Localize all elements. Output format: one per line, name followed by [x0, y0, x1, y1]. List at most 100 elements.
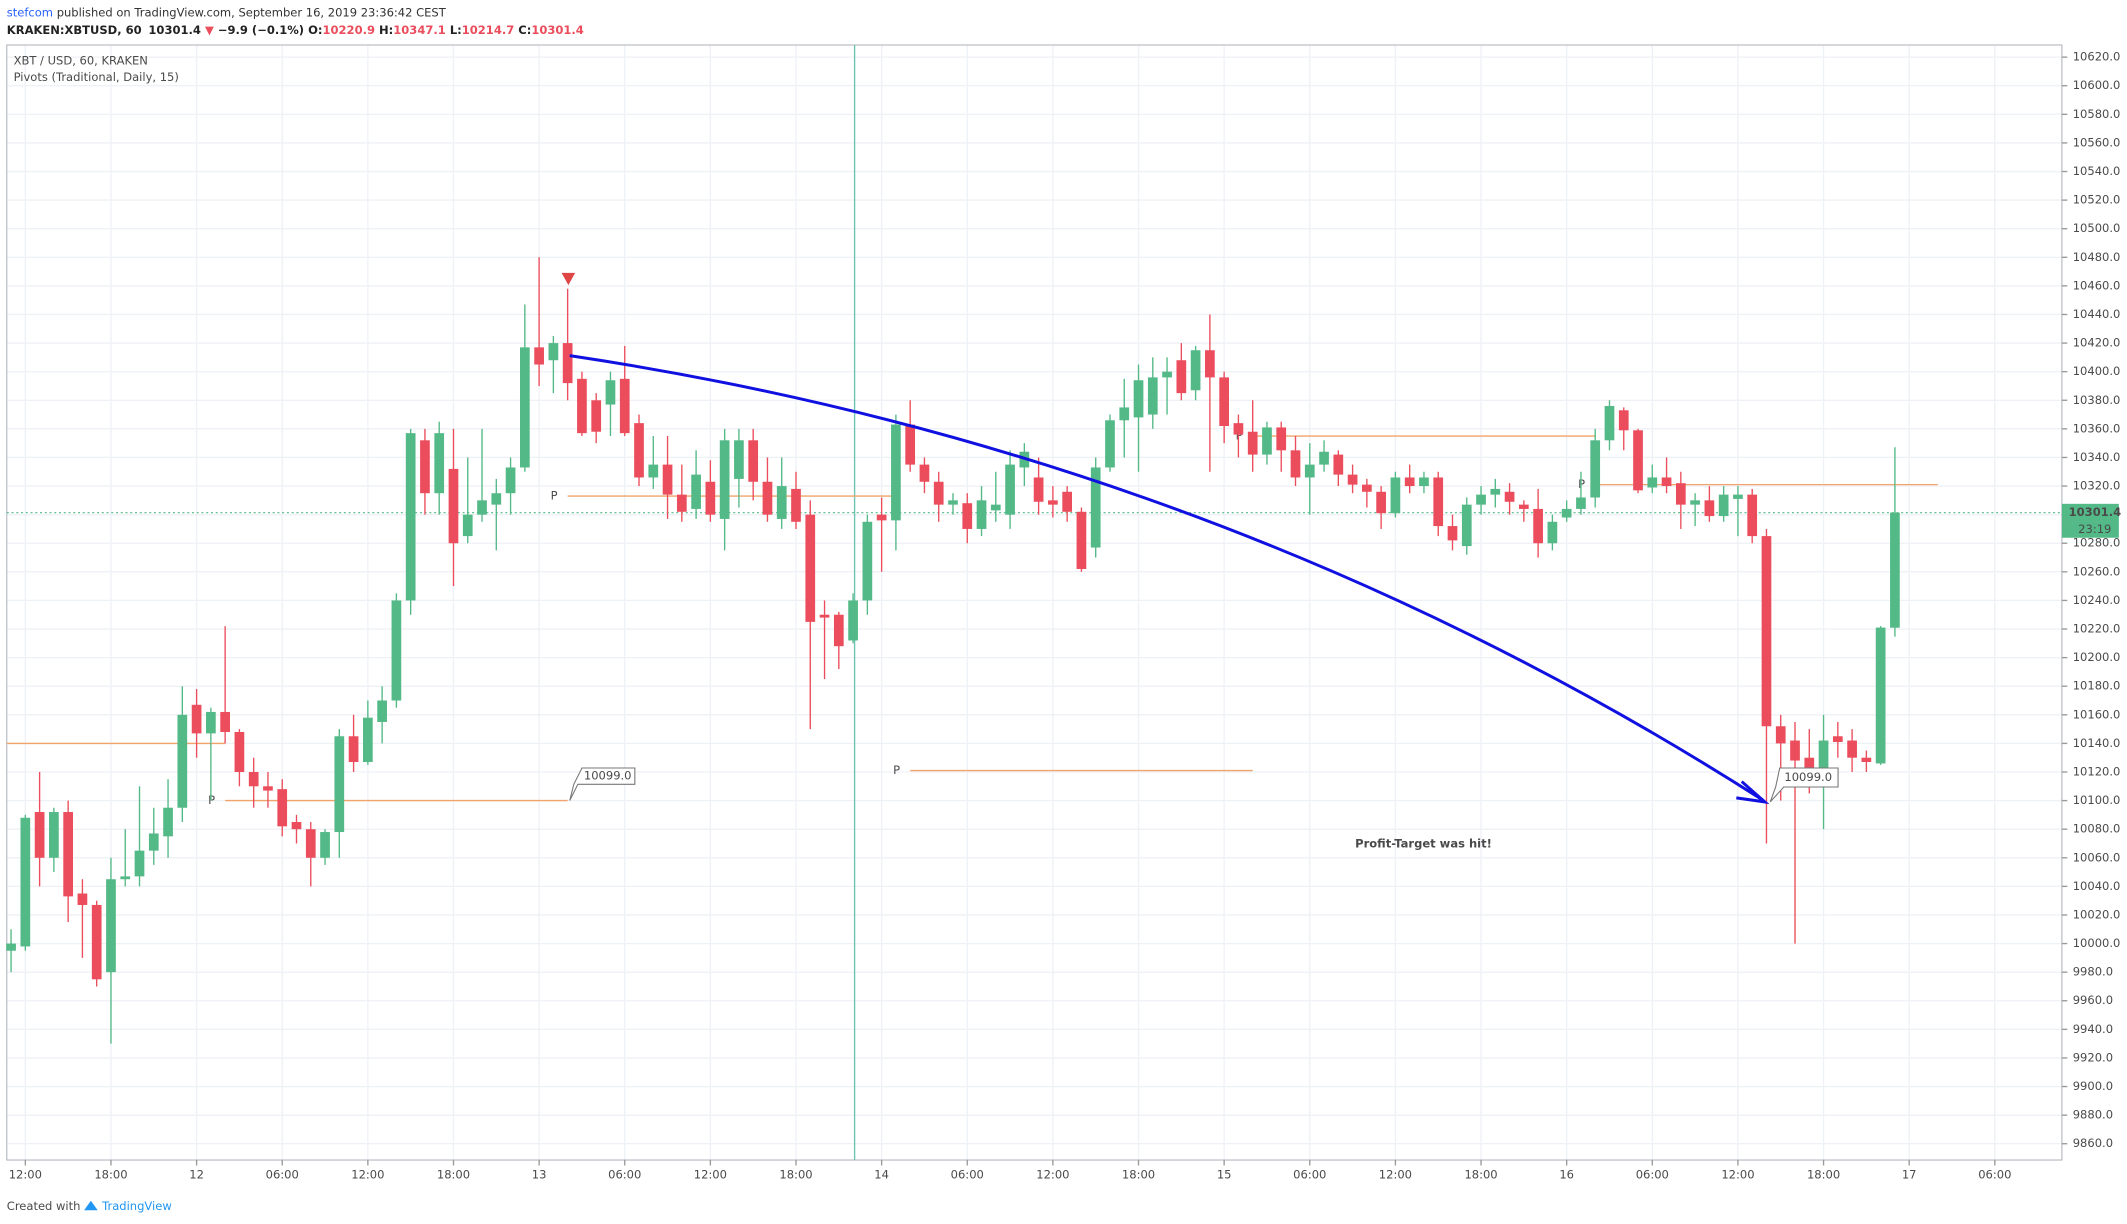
- y-tick-label: 9860.0: [2073, 1136, 2113, 1150]
- y-tick-label: 10140.0: [2073, 736, 2121, 750]
- arrow-curve: [569, 354, 1765, 802]
- ohlc-value: 10214.7: [462, 23, 514, 37]
- callout-label: 10099.0: [584, 769, 632, 783]
- candle-body: [1205, 350, 1215, 378]
- candle-body: [819, 614, 830, 618]
- candle-body: [1547, 521, 1558, 544]
- candle-body: [1162, 371, 1172, 378]
- pivot-label: P: [1578, 477, 1585, 491]
- y-tick-label: 10180.0: [2073, 679, 2121, 693]
- candle-body: [1076, 511, 1087, 569]
- y-tick-label: 10520.0: [2073, 193, 2121, 207]
- y-tick-label: 10320.0: [2073, 479, 2121, 493]
- quote-line: KRAKEN:XBTUSD, 60 10301.4 ▼ −9.9 (−0.1%) O:1…: [7, 23, 584, 37]
- candle-body: [1476, 494, 1486, 505]
- candle-body: [1362, 484, 1372, 492]
- candle-body: [1319, 451, 1329, 465]
- y-tick-label: 10400.0: [2073, 364, 2121, 378]
- candle-body: [1818, 740, 1829, 777]
- x-tick-label: 06:00: [1636, 1167, 1669, 1181]
- arrow: ▼: [205, 23, 214, 37]
- candle-body: [1775, 726, 1786, 744]
- y-tick-label: 10080.0: [2073, 822, 2121, 836]
- candle-body: [676, 494, 687, 512]
- candle-body: [1090, 467, 1101, 548]
- footer-brand[interactable]: TradingView: [101, 1199, 172, 1213]
- candle-body: [1376, 491, 1386, 514]
- candle-body: [1718, 494, 1729, 517]
- y-tick-label: 10480.0: [2073, 250, 2121, 264]
- countdown-label: 23:19: [2078, 522, 2111, 536]
- last-price-label: 10301.4: [2069, 505, 2121, 519]
- candle-body: [1832, 736, 1843, 742]
- candle-body: [49, 812, 59, 858]
- legend-symbol: XBT / USD, 60, KRAKEN: [14, 54, 148, 68]
- pivot-label: P: [893, 763, 900, 777]
- x-tick-label: 06:00: [1293, 1167, 1326, 1181]
- candle-body: [263, 786, 273, 791]
- x-tick-label: 06:00: [1978, 1167, 2011, 1181]
- candle-body: [220, 711, 230, 732]
- candle-body: [120, 876, 131, 880]
- x-tick-label: 12:00: [694, 1167, 727, 1181]
- candle-body: [534, 347, 544, 365]
- x-tick-label: 06:00: [608, 1167, 641, 1181]
- candle-body: [1761, 536, 1772, 727]
- ohlc-value: 10347.1: [393, 23, 445, 37]
- candle-body: [1675, 483, 1686, 505]
- candle-body: [591, 400, 602, 432]
- candle-body: [648, 464, 659, 478]
- candle-body: [134, 850, 145, 877]
- candle-body: [77, 893, 88, 905]
- change: −9.9 (−0.1%): [218, 23, 304, 37]
- footer-created: Created with: [7, 1199, 81, 1213]
- author[interactable]: stefcom: [7, 5, 53, 19]
- candle-body: [1147, 377, 1158, 415]
- candle-body: [462, 514, 473, 537]
- candle-body: [1747, 494, 1758, 537]
- candle-body: [277, 789, 288, 827]
- candle-body: [1633, 430, 1643, 491]
- signal-marker: [561, 272, 576, 286]
- candle-body: [1105, 420, 1115, 468]
- candle-body: [562, 343, 573, 384]
- candle-body: [962, 503, 973, 529]
- y-tick-label: 10060.0: [2073, 850, 2121, 864]
- y-tick-label: 10020.0: [2073, 907, 2121, 921]
- y-tick-label: 10040.0: [2073, 879, 2121, 893]
- last: 10301.4: [148, 23, 200, 37]
- candle-body: [577, 378, 587, 434]
- candle-body: [862, 521, 873, 601]
- candle-body: [1262, 427, 1272, 455]
- candle-body: [163, 807, 173, 837]
- candle-body: [1461, 504, 1472, 547]
- candle-body: [1790, 740, 1800, 761]
- candle-body: [1119, 407, 1130, 421]
- candle-body: [20, 817, 31, 947]
- candle-body: [206, 711, 216, 734]
- candle-body: [434, 433, 445, 494]
- y-tick-label: 9900.0: [2073, 1079, 2113, 1093]
- ohlc-label: L:: [450, 23, 462, 37]
- candle-body: [634, 423, 644, 478]
- x-tick-label: 17: [1902, 1167, 1917, 1181]
- pivot-label: P: [1236, 429, 1243, 443]
- x-tick-label: 12:00: [1036, 1167, 1069, 1181]
- y-tick-label: 9960.0: [2073, 993, 2113, 1007]
- candle-body: [191, 704, 202, 734]
- x-tick-label: 06:00: [266, 1167, 299, 1181]
- candle-body: [691, 474, 701, 509]
- arrow-head: [1736, 780, 1770, 805]
- candle-body: [1647, 477, 1658, 488]
- candle-body: [334, 736, 345, 833]
- y-tick-label: 9940.0: [2073, 1022, 2113, 1036]
- candle-body: [34, 812, 45, 858]
- y-tick-label: 10360.0: [2073, 421, 2121, 435]
- y-tick-label: 10280.0: [2073, 536, 2121, 550]
- y-tick-label: 10420.0: [2073, 336, 2121, 350]
- x-tick-label: 12: [189, 1167, 204, 1181]
- candle-body: [1247, 431, 1258, 455]
- candle-body: [1576, 497, 1586, 509]
- y-tick-label: 10600.0: [2073, 78, 2121, 92]
